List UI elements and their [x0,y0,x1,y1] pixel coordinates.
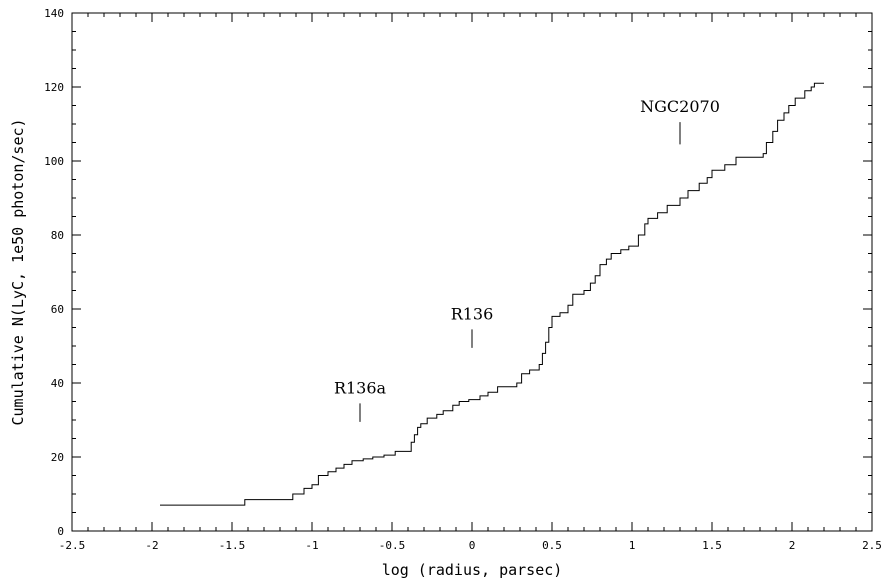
x-tick-label: -2.5 [59,539,86,552]
y-axis-title: Cumulative N(LyC, 1e50 photon/sec) [9,118,27,425]
cumulative-step-line [160,82,824,506]
y-tick-label: 60 [51,303,64,316]
y-tick-label: 0 [57,525,64,538]
x-tick-label: 2 [789,539,796,552]
x-tick-label: 1.5 [702,539,722,552]
x-axis-title: log (radius, parsec) [382,561,563,579]
y-tick-label: 100 [44,155,64,168]
x-tick-label: 1 [629,539,636,552]
axis-ticks [71,12,873,532]
x-tick-label: -1.5 [219,539,246,552]
annotation-label: R136a [334,378,387,397]
x-tick-label: 0.5 [542,539,562,552]
annotations: R136a R136 NGC2070 [334,97,720,422]
plot-frame [71,12,873,532]
x-tick-label: -1 [305,539,318,552]
x-tick-label: 2.5 [862,539,882,552]
y-tick-label: 40 [51,377,64,390]
x-tick-labels: -2.5 -2 -1.5 -1 -0.5 0 0.5 1 1.5 2 2.5 [59,539,882,552]
y-tick-label: 140 [44,7,64,20]
x-tick-label: -2 [145,539,158,552]
x-tick-label: 0 [469,539,476,552]
y-tick-label: 120 [44,81,64,94]
y-tick-label: 20 [51,451,64,464]
y-tick-label: 80 [51,229,64,242]
y-tick-labels: 0 20 40 60 80 100 120 140 [44,7,64,538]
x-tick-label: -0.5 [379,539,406,552]
annotation-label: NGC2070 [640,97,720,116]
annotation-label: R136 [451,304,494,323]
